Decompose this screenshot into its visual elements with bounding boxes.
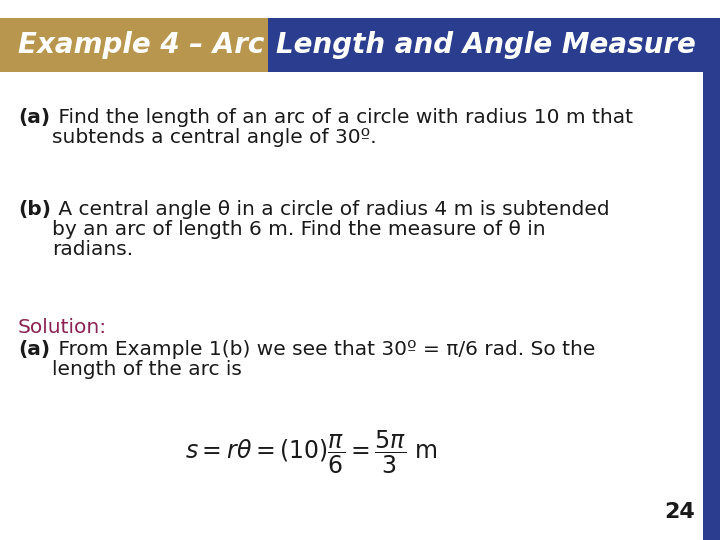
Text: Example 4 – Arc: Example 4 – Arc (18, 31, 264, 59)
Text: (a): (a) (18, 340, 50, 359)
Text: From Example 1(b) we see that 30º = π/6 rad. So the: From Example 1(b) we see that 30º = π/6 … (52, 340, 595, 359)
Text: subtends a central angle of 30º.: subtends a central angle of 30º. (52, 128, 377, 147)
Bar (268, 18, 720, 72)
Text: Solution:: Solution: (18, 318, 107, 337)
Text: (b): (b) (18, 200, 51, 219)
Text: radians.: radians. (52, 240, 133, 259)
Text: length of the arc is: length of the arc is (52, 360, 242, 379)
Text: 24: 24 (665, 502, 695, 522)
Text: A central angle θ in a circle of radius 4 m is subtended: A central angle θ in a circle of radius … (52, 200, 610, 219)
Text: $s = r\theta = \left(10\right)\dfrac{\pi}{6} = \dfrac{5\pi}{3}\ \mathrm{m}$: $s = r\theta = \left(10\right)\dfrac{\pi… (185, 428, 438, 476)
Text: by an arc of length 6 m. Find the measure of θ in: by an arc of length 6 m. Find the measur… (52, 220, 546, 239)
Bar (0, 18, 720, 72)
Text: Find the length of an arc of a circle with radius 10 m that: Find the length of an arc of a circle wi… (52, 108, 633, 127)
Text: Length and Angle Measure: Length and Angle Measure (276, 31, 696, 59)
Text: (a): (a) (18, 108, 50, 127)
Bar (703, 72, 720, 540)
